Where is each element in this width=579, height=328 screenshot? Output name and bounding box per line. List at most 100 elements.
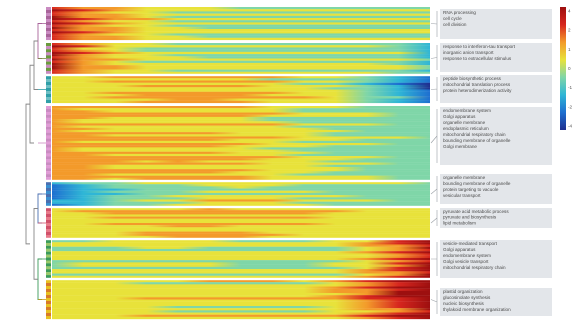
cluster-strip-segment <box>46 111 51 115</box>
cluster-strip-segment <box>46 194 51 198</box>
cluster-strip-segment <box>46 76 51 80</box>
cluster-strip-segment <box>46 269 51 273</box>
heatmap-row <box>52 80 430 83</box>
heatmap-row <box>52 218 430 221</box>
cluster-strip-segment <box>46 79 51 83</box>
heatmap-row <box>52 149 430 152</box>
cluster-strip-segment <box>46 245 51 249</box>
dendrogram <box>25 23 42 300</box>
heatmap-row <box>52 282 430 285</box>
heatmap-row <box>52 11 430 14</box>
heatmap-row <box>52 301 430 304</box>
cluster-strip-segment <box>46 156 51 160</box>
cluster-strip-segment <box>46 197 51 201</box>
cluster-strip-segment <box>46 251 51 255</box>
cluster-strip-segment <box>46 31 51 35</box>
heatmap-row <box>52 192 430 196</box>
cluster-separator <box>46 205 430 209</box>
go-term-label: glucosinolate synthesis <box>443 295 491 300</box>
cluster-strip-segment <box>46 235 51 239</box>
heatmap-row <box>52 312 430 315</box>
cluster-separator <box>46 237 430 241</box>
legend-tick-label: -4 <box>568 124 573 129</box>
heatmap-row <box>52 156 430 159</box>
heatmap-row <box>52 60 430 64</box>
cluster-strip-segment <box>46 141 51 145</box>
cluster-strip-segment <box>46 272 51 276</box>
go-term-label: cell division <box>443 22 467 27</box>
cluster-strip-segment <box>46 97 51 101</box>
heatmap-row <box>52 175 430 178</box>
cluster-strip-segment <box>46 106 51 110</box>
heatmap-row <box>52 286 430 289</box>
heatmap-row <box>52 82 430 86</box>
heatmap-row <box>52 260 430 263</box>
cluster-strip-segment <box>46 126 51 130</box>
cluster-strip-segment <box>46 257 51 261</box>
legend-tick-label: 1 <box>568 47 571 52</box>
term-label-box <box>440 9 552 39</box>
heatmap-row <box>52 162 430 165</box>
cluster-color-strips <box>38 7 51 320</box>
heatmap-row <box>52 269 430 272</box>
go-term-label: vesicular transport <box>443 193 481 198</box>
heatmap-row <box>52 195 430 198</box>
go-term-label: protein heterodimerization activity <box>443 88 512 93</box>
go-term-label: cell cycle <box>443 16 462 21</box>
heatmap-row <box>52 208 430 211</box>
heatmap-row <box>52 56 430 59</box>
heatmap-row <box>52 295 430 298</box>
cluster-strip-segment <box>46 286 51 290</box>
cluster-strip-segment <box>46 280 51 284</box>
heatmap-row <box>52 110 430 113</box>
go-term-label: response to interferon-tau transport <box>443 44 516 49</box>
heatmap-row <box>52 67 430 70</box>
heatmap-row <box>52 143 430 146</box>
cluster-strip-segment <box>46 25 51 29</box>
go-term-label: bounding membrane of organelle <box>443 138 511 143</box>
heatmap-row <box>52 257 430 261</box>
heatmap-row <box>52 253 430 256</box>
heatmap-row <box>52 212 430 215</box>
heatmap-row <box>52 297 430 300</box>
dendrogram-branch <box>29 64 34 144</box>
go-term-label: endomembrane system <box>443 253 491 258</box>
heatmap-row <box>52 299 430 302</box>
heatmap-row <box>52 112 430 115</box>
heatmap-row <box>52 177 430 181</box>
go-term-label: endoplasmic reticulum <box>443 126 489 131</box>
cluster-strip-segment <box>46 295 51 299</box>
heatmap-row <box>52 89 430 92</box>
go-term-label: thylakoid membrane organization <box>443 307 511 312</box>
heatmap-row <box>52 106 430 109</box>
cluster-strip-segment <box>46 200 51 204</box>
cluster-strip-segment <box>46 132 51 136</box>
go-term-label: pyruvate and biosynthesis <box>443 215 497 220</box>
heatmap-row <box>52 71 430 75</box>
cluster-strip-segment <box>46 100 51 104</box>
heatmap-row <box>52 306 430 309</box>
cluster-strip-segment <box>46 188 51 192</box>
go-term-label: Golgi apparatus <box>443 114 476 119</box>
heatmap-row <box>52 47 430 50</box>
heatmap-row <box>52 121 430 124</box>
cluster-strip-segment <box>46 283 51 287</box>
heatmap-body <box>46 7 430 320</box>
heatmap-row <box>52 244 430 247</box>
cluster-strip-segment <box>46 304 51 308</box>
cluster-strip-segment <box>46 240 51 244</box>
legend-tick-label: 0 <box>568 66 571 71</box>
cluster-strip-segment <box>46 298 51 302</box>
heatmap-row <box>52 85 430 88</box>
heatmap-row <box>52 197 430 200</box>
cluster-strip-segment <box>46 34 51 38</box>
heatmap-row <box>52 9 430 12</box>
cluster-strip-segment <box>46 203 51 207</box>
cluster-strip-segment <box>46 162 51 166</box>
cluster-strip-segment <box>46 185 51 189</box>
cluster-strip-segment <box>46 117 51 121</box>
heatmap-row <box>52 108 430 111</box>
heatmap-row <box>52 153 430 157</box>
heatmap-row <box>52 210 430 213</box>
heatmap-row <box>52 280 430 283</box>
